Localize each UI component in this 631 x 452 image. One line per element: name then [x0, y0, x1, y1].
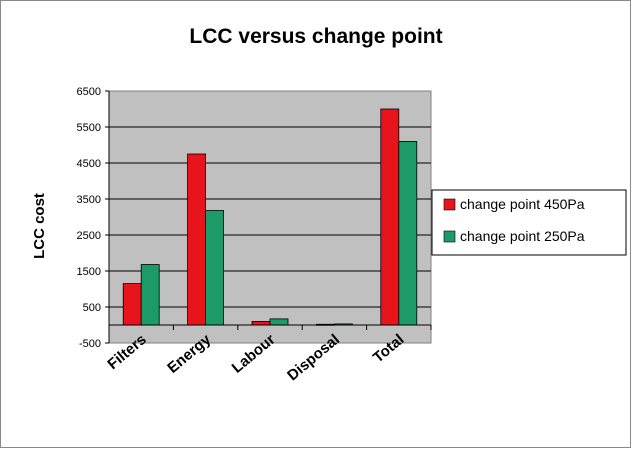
legend: change point 450Pa change point 250Pa — [431, 189, 627, 256]
bar-total-series-2 — [398, 140, 418, 326]
bar-filters-series-2 — [140, 264, 160, 326]
gridlines — [109, 126, 431, 308]
bar-energy-series-2 — [205, 210, 225, 326]
bars — [122, 108, 418, 326]
y-axis-ticks: -500 500 1500 2500 3500 4500 5500 6500 — [77, 86, 109, 350]
plot-area — [108, 90, 432, 344]
y-tick-label: 6500 — [77, 86, 101, 98]
legend-label-450pa: change point 450Pa — [460, 196, 585, 212]
y-axis-label: LCC cost — [31, 193, 48, 259]
legend-label-250pa: change point 250Pa — [460, 228, 585, 244]
legend-swatch-450pa — [443, 198, 456, 211]
bar-labour-series-2 — [269, 318, 289, 326]
legend-box — [431, 189, 627, 256]
y-tick-label: -500 — [79, 338, 101, 350]
bar-energy-series-1 — [187, 153, 207, 326]
legend-swatch-250pa — [443, 230, 456, 243]
y-tick-label: 3500 — [77, 194, 101, 206]
y-tick-label: 4500 — [77, 158, 101, 170]
y-tick-label: 500 — [83, 302, 101, 314]
bar-filters-series-1 — [122, 283, 142, 326]
y-tick-label: 1500 — [77, 266, 101, 278]
axes — [108, 91, 432, 343]
bar-total-series-1 — [380, 108, 400, 326]
y-tick-label: 5500 — [77, 122, 101, 134]
y-tick-label: 2500 — [77, 230, 101, 242]
bar-labour-series-1 — [251, 320, 271, 326]
chart-title: LCC versus change point — [189, 25, 442, 48]
